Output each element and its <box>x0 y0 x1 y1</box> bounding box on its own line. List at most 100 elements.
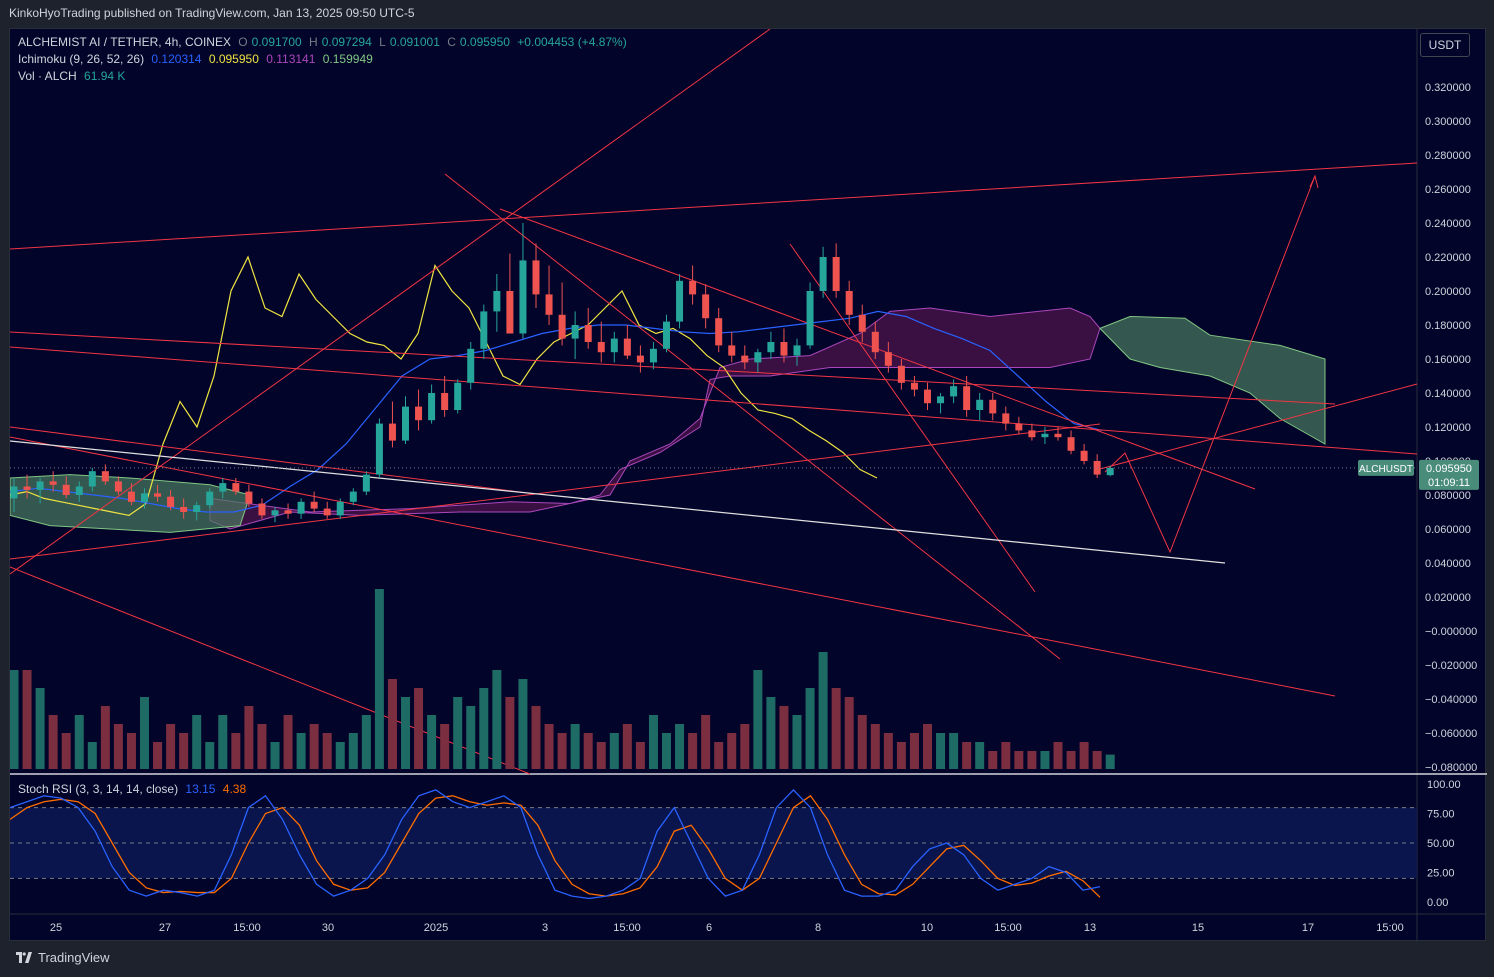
volume-bar <box>479 688 489 769</box>
candle-body <box>1002 413 1010 424</box>
ichimoku-cloud-bearish <box>209 307 1101 530</box>
candle-body <box>545 294 553 315</box>
candle-body <box>101 471 109 482</box>
candle-body <box>950 386 958 397</box>
volume-bar <box>231 733 241 769</box>
ichimoku-kijun-line <box>10 255 878 517</box>
price-tick-label: 0.200000 <box>1425 286 1471 298</box>
candle-body <box>989 399 997 414</box>
volume-bar <box>348 733 358 769</box>
volume-bar <box>622 724 632 769</box>
candle-body <box>1080 450 1088 461</box>
time-tick-label: 15:00 <box>613 922 641 934</box>
chart-canvas[interactable]: 0.320000 0.300000 0.280000 0.260000 0.240000… <box>10 29 1487 942</box>
volume-bar <box>805 688 815 769</box>
stoch-label: Stoch RSI (3, 3, 14, 14, close) <box>18 782 179 796</box>
volume-bar <box>962 742 972 769</box>
volume-bar <box>179 733 189 769</box>
volume-bar <box>48 715 58 769</box>
volume-bar <box>648 715 658 769</box>
candle-body <box>127 491 135 502</box>
volume-bar <box>714 742 724 769</box>
volume-bar <box>427 715 437 769</box>
candle-body <box>493 291 501 312</box>
candle-body <box>62 484 70 495</box>
trendline <box>789 243 1036 593</box>
volume-bar <box>675 724 685 769</box>
time-tick-label: 15 <box>1192 922 1204 934</box>
symbol-legend[interactable]: ALCHEMIST AI / TETHER, 4h, COINEX O 0.091… <box>18 35 631 49</box>
candle-body <box>180 506 188 512</box>
ichimoku-tenkan: 0.120314 <box>151 52 202 66</box>
volume-bar <box>1014 751 1024 769</box>
volume-bar <box>192 715 202 769</box>
volume-bar <box>844 697 854 769</box>
open-value: 0.091700 <box>251 35 302 49</box>
candle-body <box>245 491 253 504</box>
symbol-title: ALCHEMIST AI / TETHER, 4h, COINEX <box>18 35 231 49</box>
price-tick-label: 0.280000 <box>1425 150 1471 162</box>
footer-brand[interactable]: TradingView <box>16 950 110 965</box>
candle-body <box>597 342 605 353</box>
candle-body <box>23 486 31 490</box>
volume-bar <box>113 724 123 769</box>
candle-body <box>871 331 879 353</box>
candle-body <box>649 348 657 363</box>
candle-body <box>1015 423 1023 431</box>
volume-bar <box>557 733 567 769</box>
symbol-tag-bg <box>1358 459 1414 476</box>
volume-bar <box>140 697 149 769</box>
volume-bar <box>870 724 880 769</box>
stoch-legend[interactable]: Stoch RSI (3, 3, 14, 14, close) 13.15 4.… <box>18 782 250 796</box>
open-label: O <box>238 35 248 49</box>
volume-value: 61.94 K <box>84 69 126 83</box>
volume-bar <box>283 715 293 769</box>
stoch-tick-label: 100.00 <box>1427 779 1461 791</box>
volume-bar <box>361 715 371 769</box>
trendline <box>10 331 1336 405</box>
trendline <box>10 162 1418 250</box>
candle-body <box>36 481 44 490</box>
volume-bar <box>87 742 97 769</box>
price-tick-label: 0.080000 <box>1425 490 1471 502</box>
candle-body <box>754 352 762 363</box>
time-tick-label: 15:00 <box>1376 922 1404 934</box>
candle-body <box>258 503 266 516</box>
volume-legend[interactable]: Vol · ALCH 61.94 K <box>18 69 129 83</box>
time-tick-label: 3 <box>542 922 548 934</box>
volume-bar <box>662 733 671 769</box>
time-tick-label: 17 <box>1302 922 1314 934</box>
volume-bar <box>544 724 554 769</box>
currency-unit-button[interactable]: USDT <box>1420 33 1470 57</box>
change-value: +0.004453 (+4.87%) <box>517 35 627 49</box>
volume-bar <box>727 733 737 769</box>
candle-body <box>441 393 449 410</box>
chart-area[interactable]: 0.320000 0.300000 0.280000 0.260000 0.240000… <box>9 28 1487 942</box>
volume-bar <box>35 688 45 769</box>
volume-bar <box>740 724 750 769</box>
volume-bar <box>453 697 463 769</box>
tradingview-logo-icon <box>16 952 32 963</box>
candle-body <box>884 352 892 366</box>
volume-bar <box>792 715 802 769</box>
volume-label: Vol · ALCH <box>18 69 77 83</box>
ichimoku-label: Ichimoku (9, 26, 52, 26) <box>18 52 145 66</box>
volume-bar <box>583 733 593 769</box>
support-trendline-white <box>10 440 1226 564</box>
price-tick-label: 0.060000 <box>1425 524 1471 536</box>
volume-bar <box>596 742 606 769</box>
footer-brand-label: TradingView <box>38 950 110 965</box>
ichimoku-legend[interactable]: Ichimoku (9, 26, 52, 26) 0.120314 0.0959… <box>18 52 377 66</box>
volume-bar <box>609 733 619 769</box>
price-tick-label: −0.060000 <box>1425 728 1477 740</box>
volume-bar <box>936 733 946 769</box>
price-tag-bg <box>1419 459 1479 490</box>
low-value: 0.091001 <box>389 35 440 49</box>
ichimoku-tenkan-line <box>10 310 1103 513</box>
time-tick-label: 13 <box>1084 922 1096 934</box>
price-tick-label: −0.040000 <box>1425 694 1477 706</box>
volume-bar <box>779 706 789 769</box>
time-tick-label: 27 <box>159 922 171 934</box>
candle-body <box>1041 433 1049 438</box>
volume-bar <box>387 679 397 769</box>
